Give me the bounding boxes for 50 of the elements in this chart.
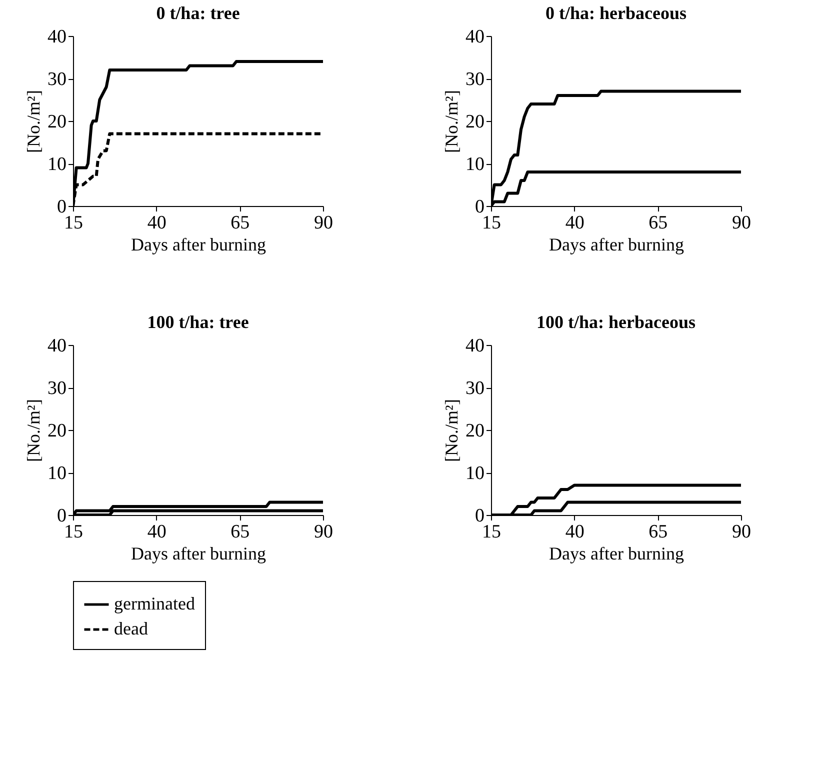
x-axis-title: Days after burning (131, 234, 266, 254)
y-tick-label: 40 (466, 26, 484, 48)
x-tick-label: 40 (147, 212, 166, 234)
y-tick-label: 20 (466, 112, 484, 132)
x-tick-label: 15 (64, 212, 83, 234)
x-tick-label: 90 (732, 212, 751, 234)
chart-title: 100 t/ha: tree (147, 312, 249, 332)
x-tick-label: 15 (482, 522, 501, 542)
y-tick-label: 40 (48, 26, 66, 48)
y-tick-label: 20 (466, 420, 484, 442)
x-axis-title: Days after burning (549, 234, 684, 254)
x-tick-label: 40 (565, 522, 584, 542)
y-axis-title: [No./m²] (24, 90, 44, 153)
y-tick-label: 40 (466, 336, 484, 356)
x-tick-label: 90 (314, 522, 333, 542)
x-tick-label: 90 (732, 522, 751, 542)
y-tick-label: 30 (48, 69, 66, 90)
y-tick-label: 10 (48, 463, 66, 484)
y-tick-label: 20 (48, 112, 66, 132)
y-tick-label: 10 (466, 154, 484, 175)
x-tick-label: 40 (565, 212, 584, 234)
x-axis-title: Days after burning (549, 544, 684, 564)
legend-label: dead (114, 618, 148, 638)
y-tick-label: 0 (57, 506, 66, 526)
y-tick-label: 0 (475, 196, 484, 218)
y-tick-label: 30 (466, 69, 484, 90)
x-tick-label: 65 (648, 212, 668, 234)
x-axis-title: Days after burning (131, 544, 266, 564)
y-tick-label: 30 (466, 378, 484, 399)
x-tick-label: 90 (314, 212, 333, 234)
y-axis-title: [No./m²] (24, 399, 44, 462)
y-tick-label: 0 (475, 506, 484, 526)
chart-title: 0 t/ha: herbaceous (546, 3, 686, 23)
y-tick-label: 0 (57, 196, 66, 218)
x-tick-label: 40 (147, 522, 166, 542)
legend-label: germinated (114, 594, 195, 614)
y-axis-title: [No./m²] (442, 399, 462, 462)
x-tick-label: 65 (230, 212, 250, 234)
y-tick-label: 30 (48, 378, 66, 399)
x-tick-label: 15 (482, 212, 501, 234)
x-tick-label: 65 (648, 522, 668, 542)
y-tick-label: 10 (48, 154, 66, 175)
x-tick-label: 15 (64, 522, 83, 542)
y-tick-label: 10 (466, 463, 484, 484)
y-tick-label: 40 (48, 336, 66, 356)
chart-title: 100 t/ha: herbaceous (536, 312, 696, 332)
x-tick-label: 65 (230, 522, 250, 542)
y-axis-title: [No./m²] (442, 90, 462, 153)
y-tick-label: 20 (48, 420, 66, 442)
chart-title: 0 t/ha: tree (156, 3, 240, 23)
